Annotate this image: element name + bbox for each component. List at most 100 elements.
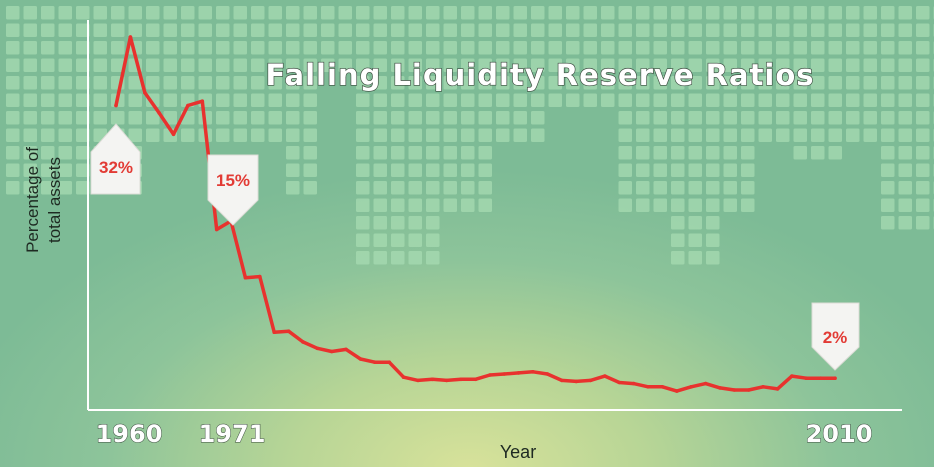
background-tile	[881, 146, 895, 160]
background-tile	[373, 146, 387, 160]
background-tile	[408, 216, 422, 230]
background-tile	[671, 163, 685, 177]
background-tile	[916, 146, 930, 160]
background-tile	[793, 76, 807, 90]
background-tile	[758, 41, 772, 55]
background-tile	[58, 111, 72, 125]
background-tile	[6, 146, 20, 160]
background-tile	[146, 111, 160, 125]
data-point-1994	[603, 374, 607, 378]
background-tile	[198, 41, 212, 55]
background-tile	[426, 163, 440, 177]
background-tile	[163, 93, 177, 107]
background-tile	[111, 58, 125, 72]
background-tile	[373, 93, 387, 107]
background-tile	[513, 41, 527, 55]
background-tile	[671, 23, 685, 37]
background-tile	[846, 93, 860, 107]
background-tile	[898, 198, 912, 212]
background-tile	[23, 6, 37, 20]
background-tile	[233, 128, 247, 142]
background-tile	[461, 76, 475, 90]
background-tile	[898, 76, 912, 90]
background-tile	[286, 163, 300, 177]
background-tile	[128, 76, 142, 90]
background-tile	[776, 23, 790, 37]
background-tile	[286, 146, 300, 160]
background-tile	[356, 251, 370, 265]
background-tile	[793, 146, 807, 160]
background-tile	[653, 6, 667, 20]
background-tile	[618, 41, 632, 55]
background-tile	[181, 58, 195, 72]
background-tile	[163, 23, 177, 37]
background-tile	[146, 6, 160, 20]
background-tile	[636, 163, 650, 177]
background-tile	[706, 181, 720, 195]
background-tile	[303, 181, 317, 195]
y-axis-label-line-2: total assets	[45, 157, 64, 243]
background-tile	[373, 6, 387, 20]
background-tile	[391, 251, 405, 265]
background-tile	[601, 58, 615, 72]
data-point-1998	[660, 385, 665, 389]
background-tile	[548, 58, 562, 72]
background-tile	[496, 111, 510, 125]
background-tile	[443, 146, 457, 160]
background-tile	[636, 41, 650, 55]
background-tile	[688, 233, 702, 247]
background-tile	[426, 181, 440, 195]
data-point-2000	[689, 385, 693, 389]
background-tile	[198, 23, 212, 37]
callout-32-percent: 32%	[90, 123, 141, 195]
data-point-1964	[171, 132, 176, 137]
background-tile	[776, 111, 790, 125]
background-tile	[461, 163, 475, 177]
background-tile	[636, 181, 650, 195]
background-tile	[916, 163, 930, 177]
background-tile	[286, 6, 300, 20]
background-tile	[741, 93, 755, 107]
background-tile	[671, 251, 685, 265]
background-tile	[671, 233, 685, 247]
background-tile	[408, 198, 422, 212]
background-tile	[478, 128, 492, 142]
background-tile	[233, 76, 247, 90]
background-tile	[216, 58, 230, 72]
background-tile	[881, 6, 895, 20]
data-point-1986	[488, 373, 492, 377]
background-tile	[758, 58, 772, 72]
data-point-2005	[761, 385, 765, 389]
background-tile	[461, 111, 475, 125]
background-tile	[583, 93, 597, 107]
background-tile	[828, 23, 842, 37]
background-tile	[496, 41, 510, 55]
data-point-1989	[531, 370, 535, 374]
background-tile	[408, 163, 422, 177]
background-tile	[583, 76, 597, 90]
background-tile	[41, 6, 55, 20]
y-axis-label: Percentage of total assets	[23, 147, 64, 253]
background-tile	[723, 6, 737, 20]
background-tile	[688, 216, 702, 230]
data-point-1988	[516, 371, 521, 375]
x-tick-1960: 1960	[96, 420, 163, 448]
background-tile	[636, 23, 650, 37]
background-tile	[111, 111, 125, 125]
background-tile	[478, 6, 492, 20]
background-tile	[303, 76, 317, 90]
background-tile	[636, 198, 650, 212]
background-tile	[303, 6, 317, 20]
background-tile	[426, 76, 440, 90]
background-tile	[443, 181, 457, 195]
background-tile	[513, 93, 527, 107]
background-tile	[198, 6, 212, 20]
background-tile	[6, 23, 20, 37]
background-tile	[793, 128, 807, 142]
background-tile	[741, 128, 755, 142]
background-tile	[321, 41, 335, 55]
background-tile	[881, 163, 895, 177]
background-tile	[6, 163, 20, 177]
background-tile	[181, 128, 195, 142]
data-point-1992	[574, 379, 578, 384]
